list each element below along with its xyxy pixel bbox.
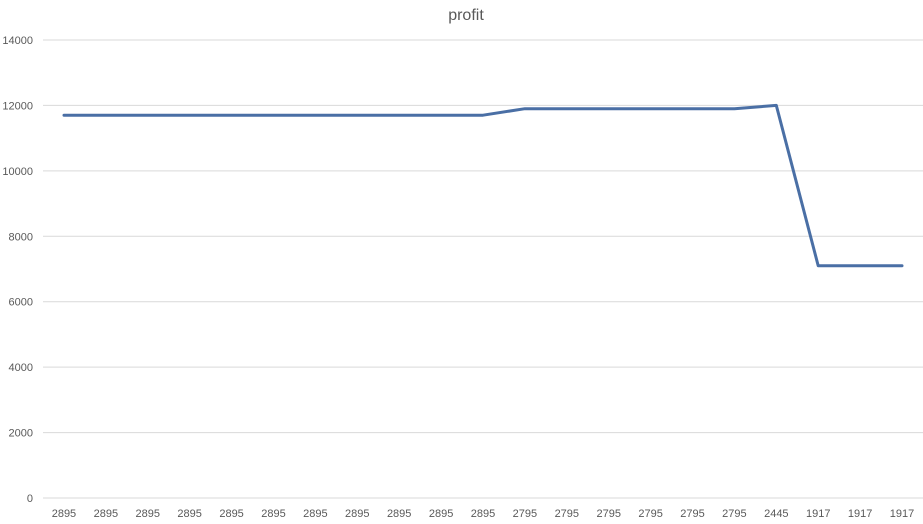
gridlines xyxy=(43,39,923,499)
y-tick-label: 0 xyxy=(27,493,33,505)
x-tick-label: 2895 xyxy=(94,508,118,520)
y-tick-label: 6000 xyxy=(9,297,33,309)
x-tick-label: 2795 xyxy=(596,508,620,520)
x-tick-label: 2895 xyxy=(136,508,160,520)
x-tick-label: 2895 xyxy=(261,508,285,520)
x-tick-label: 1917 xyxy=(806,508,830,520)
x-axis-ticks: 2895 2895 2895 2895 2895 2895 2895 2895 2895 2895… xyxy=(52,508,915,520)
x-tick-label: 2895 xyxy=(177,508,201,520)
x-tick-label: 2895 xyxy=(303,508,327,520)
x-tick-label: 2795 xyxy=(513,508,537,520)
x-tick-label: 2795 xyxy=(638,508,662,520)
y-tick-label: 12000 xyxy=(2,100,33,112)
x-tick-label: 2445 xyxy=(764,508,788,520)
x-tick-label: 2895 xyxy=(52,508,76,520)
x-tick-label: 1917 xyxy=(848,508,872,520)
x-tick-label: 2895 xyxy=(429,508,453,520)
x-tick-label: 2795 xyxy=(722,508,746,520)
x-tick-label: 1917 xyxy=(890,508,914,520)
y-axis-ticks: 0 2000 4000 6000 8000 10000 12000 14000 xyxy=(2,35,33,505)
y-tick-label: 10000 xyxy=(2,166,33,178)
y-tick-label: 4000 xyxy=(9,362,33,374)
chart-title: profit xyxy=(448,7,484,24)
x-tick-label: 2895 xyxy=(387,508,411,520)
x-tick-label: 2895 xyxy=(219,508,243,520)
y-tick-label: 14000 xyxy=(2,35,33,47)
series-group xyxy=(62,103,904,268)
x-tick-label: 2795 xyxy=(555,508,579,520)
y-tick-label: 8000 xyxy=(9,231,33,243)
x-tick-label: 2795 xyxy=(680,508,704,520)
y-tick-label: 2000 xyxy=(9,428,33,440)
x-tick-label: 2895 xyxy=(345,508,369,520)
x-tick-label: 2895 xyxy=(471,508,495,520)
series-line-0 xyxy=(62,103,904,268)
